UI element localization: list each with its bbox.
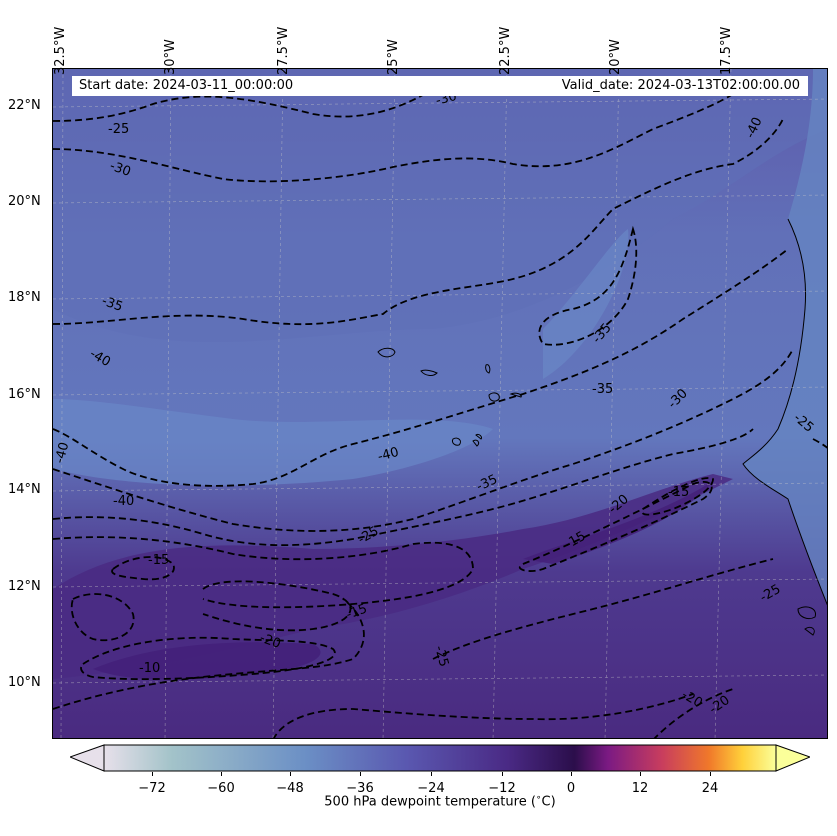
contour-label: -25 (108, 122, 129, 137)
colorbar-tick-label: −48 (276, 781, 304, 796)
colorbar-tick-label: −36 (346, 781, 374, 796)
contour-line (53, 248, 789, 487)
contour-line (111, 556, 175, 581)
island-outline (377, 347, 396, 358)
contour-line (518, 481, 713, 572)
latitude-label: 20°N (8, 194, 41, 209)
contours (53, 78, 827, 738)
colorbar-tickmark (152, 772, 153, 776)
island-outline (475, 434, 482, 440)
africa-coastline (742, 218, 827, 606)
longitude-label: 25°W (386, 39, 401, 75)
colorbar-tickmark (360, 772, 361, 776)
colorbar-tickmark (502, 772, 503, 776)
very-cold-region (53, 399, 493, 486)
warm-band (53, 474, 733, 679)
island-outline (804, 626, 815, 636)
latitude-label: 18°N (8, 290, 41, 305)
contour-label: -30 (108, 159, 133, 180)
contour-line (53, 88, 434, 122)
colorbar-tick-label: −72 (138, 781, 166, 796)
colorbar-svg (68, 744, 812, 772)
colorbar-tickmark (290, 772, 291, 776)
colorbar-tick-label: 24 (701, 781, 719, 796)
island-outline (488, 392, 500, 402)
longitude-label: 22.5°W (498, 26, 513, 75)
longitude-label: 27.5°W (276, 26, 291, 75)
contour-label: -40 (53, 441, 72, 465)
contour-line (80, 636, 336, 681)
colorbar-tick-label: 0 (566, 781, 576, 796)
island-outline (472, 439, 480, 447)
colorbar (68, 744, 812, 774)
contour-label: -35 (592, 382, 613, 397)
latitude-label: 16°N (8, 387, 41, 402)
contour-label: -40 (113, 494, 134, 509)
island-outline (797, 606, 817, 620)
latitude-label: 22°N (8, 98, 41, 113)
start-date-label: Start date: 2024-03-11_00:00:00 (79, 78, 294, 93)
longitude-label: 32.5°W (53, 26, 68, 75)
contour-label: -20 (258, 631, 283, 652)
colorbar-tickmark (640, 772, 641, 776)
island-outline (452, 437, 461, 446)
contour-line (202, 580, 352, 632)
colorbar-gradient (103, 744, 777, 772)
contour-line (53, 536, 474, 609)
colorbar-extend-high (775, 744, 812, 772)
colorbar-tickmark (221, 772, 222, 776)
latitude-label: 10°N (8, 675, 41, 690)
colorbar-tick-label: −12 (488, 781, 516, 796)
longitude-label: 17.5°W (719, 26, 734, 75)
contour-line (653, 688, 734, 738)
contour-line (53, 598, 365, 710)
colorbar-tickmark (710, 772, 711, 776)
map-panel: -30 -25 -30 -40 -35 -40 -35 -40 -40 -35 … (52, 68, 828, 739)
warm-core-2 (523, 481, 713, 564)
contour-label: -25 (431, 644, 451, 668)
valid-date-label: Valid_date: 2024-03-13T02:00:00.00 (561, 78, 800, 93)
date-info-box: Start date: 2024-03-11_00:00:00 Valid_da… (72, 76, 808, 96)
contour-line (53, 118, 784, 326)
africa-landmass (743, 69, 827, 604)
contour-line (273, 693, 694, 738)
contour-line (53, 428, 754, 547)
gridlines (53, 69, 827, 738)
contour-line (432, 558, 774, 660)
contour-label: -10 (139, 661, 160, 676)
colorbar-tickmark (431, 772, 432, 776)
map-canvas: -30 -25 -30 -40 -35 -40 -35 -40 -40 -35 … (53, 69, 827, 738)
colorbar-tick-label: 12 (631, 781, 649, 796)
colorbar-tick-label: −24 (417, 781, 445, 796)
cold-region (53, 69, 827, 343)
island-outline (420, 369, 438, 376)
warm-core (93, 642, 321, 680)
colorbar-label-degree: ∘ (535, 793, 542, 803)
colorbar-label: 500 hPa dewpoint temperature (∘C) (0, 793, 837, 809)
longitude-label: 30°W (163, 39, 178, 75)
colorbar-label-text: 500 hPa dewpoint temperature ( (324, 794, 536, 810)
island-outline (509, 392, 522, 398)
islands (377, 347, 817, 636)
contour-line (641, 477, 714, 516)
latitude-label: 14°N (8, 482, 41, 497)
colorbar-label-unit: C) (541, 794, 556, 810)
colorbar-extend-low (68, 744, 105, 772)
longitude-label: 20°W (608, 39, 623, 75)
colorbar-tick-label: −60 (207, 781, 235, 796)
contour-label: -35 (100, 294, 125, 315)
latitude-label: 12°N (8, 579, 41, 594)
island-outline (485, 364, 491, 374)
contour-label: -15 (344, 601, 369, 622)
colorbar-tickmark (571, 772, 572, 776)
contour-line (538, 225, 638, 346)
contour-label: -40 (376, 445, 400, 465)
contour-label: -15 (148, 553, 169, 568)
contour-line (812, 438, 827, 449)
contour-line (53, 348, 794, 532)
contour-line (70, 593, 135, 642)
contour-label: -15 (668, 485, 689, 500)
